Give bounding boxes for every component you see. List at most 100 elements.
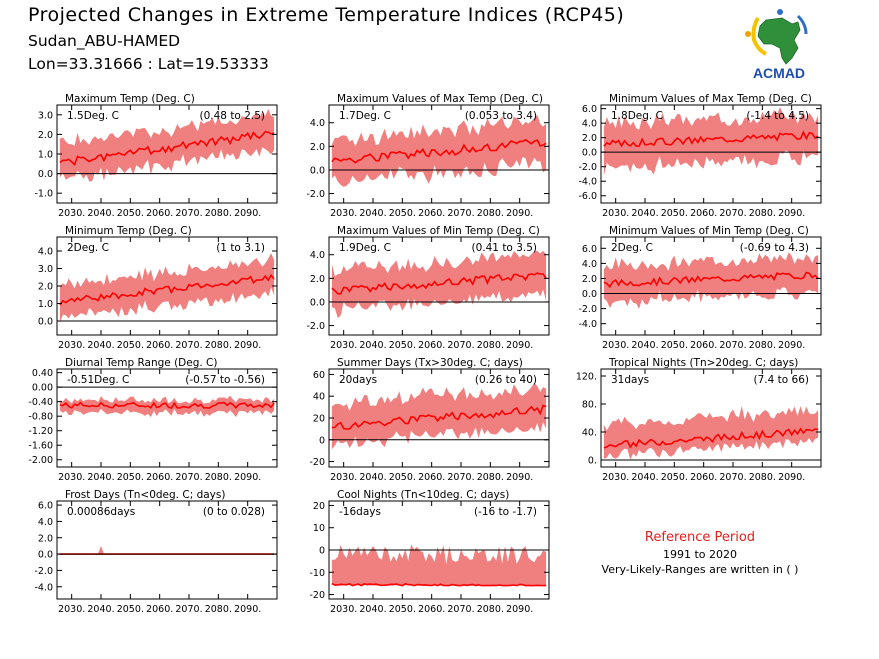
chart-title: Maximum Values of Max Temp (Deg. C): [337, 93, 543, 105]
x-tick-label: 2070.: [447, 604, 474, 615]
x-tick-label: 2050.: [389, 604, 416, 615]
x-tick-label: 2060.: [690, 340, 717, 351]
x-tick-label: 2050.: [389, 472, 416, 483]
y-tick-label: -20: [309, 457, 325, 468]
x-tick-label: 2060.: [418, 604, 445, 615]
x-tick-label: 2080.: [477, 472, 504, 483]
x-tick-label: 2040.: [359, 340, 386, 351]
y-tick-label: 3.0: [38, 110, 53, 121]
y-tick-label: 2.0: [582, 274, 597, 285]
x-tick-label: 2030.: [58, 340, 85, 351]
range-band: [59, 545, 275, 555]
chart-title: Summer Days (Tx>30deg. C; days): [337, 357, 523, 369]
change-summary: 1.7Deg. C: [339, 110, 391, 122]
likely-range: (-0.57 to -0.56): [185, 374, 265, 386]
reference-period-years: 1991 to 2020: [662, 548, 738, 561]
x-tick-label: 2060.: [690, 472, 717, 483]
x-tick-label: 2040.: [359, 208, 386, 219]
y-tick-label: -4.0: [34, 582, 53, 593]
x-tick-label: 2070.: [175, 472, 202, 483]
x-tick-label: 2030.: [602, 472, 629, 483]
x-tick-label: 2070.: [447, 208, 474, 219]
range-band: [331, 114, 547, 187]
x-tick-label: 2070.: [175, 340, 202, 351]
likely-range: (-16 to -1.7): [474, 506, 537, 518]
x-tick-label: 2080.: [205, 472, 232, 483]
chart-title: Minimum Temp (Deg. C): [65, 225, 192, 237]
change-summary: 31days: [611, 374, 649, 386]
median-line: [603, 427, 819, 449]
plot-frame: [56, 500, 278, 600]
y-tick-label: -2.0: [578, 304, 597, 315]
plot-frame: [328, 236, 550, 336]
y-tick-label: -20: [309, 590, 325, 601]
y-tick-label: 4.0: [582, 119, 597, 130]
page-title: Projected Changes in Extreme Temperature…: [28, 4, 625, 26]
x-tick-label: 2090.: [506, 604, 533, 615]
y-tick-label: -0.80: [28, 412, 53, 423]
chart-title: Maximum Values of Min Temp (Deg. C): [337, 225, 540, 237]
y-tick-label: 4.0: [38, 517, 53, 528]
x-tick-label: 2040.: [87, 604, 114, 615]
y-tick-label: 2.0: [38, 282, 53, 293]
y-tick-label: 0.0: [582, 289, 597, 300]
y-tick-label: -1.0: [34, 189, 53, 200]
plot-frame: [600, 368, 822, 468]
acmad-logo: ACMAD: [745, 9, 808, 81]
x-tick-label: 2040.: [631, 472, 658, 483]
change-summary: 2Deg. C: [67, 242, 109, 254]
y-tick-label: 0.0: [38, 550, 53, 561]
plot-frame: [600, 104, 822, 204]
chart-panel: -1.0 0.0 1.0 2.0 3.0 2030. 2040. 2050. 2060. 2070…: [34, 93, 278, 219]
x-tick-label: 2070.: [447, 340, 474, 351]
y-tick-label: 40: [313, 392, 325, 403]
y-tick-label: -1.20: [28, 426, 53, 437]
x-tick-label: 2030.: [58, 472, 85, 483]
x-tick-label: 2040.: [87, 208, 114, 219]
y-tick-label: -2.0: [34, 566, 53, 577]
y-tick-label: 60: [313, 370, 325, 381]
chart-panel: 0. 40. 80. 120. 2030. 2040. 2050. 2060. 2070. 208…: [576, 357, 822, 483]
x-tick-label: 2080.: [477, 208, 504, 219]
x-tick-label: 2050.: [661, 472, 688, 483]
chart-title: Frost Days (Tn<0deg. C; days): [65, 489, 225, 501]
x-tick-label: 2070.: [175, 604, 202, 615]
x-tick-label: 2050.: [389, 208, 416, 219]
y-tick-label: 0: [319, 546, 325, 557]
x-tick-label: 2040.: [87, 472, 114, 483]
x-tick-label: 2030.: [58, 604, 85, 615]
range-band: [59, 108, 275, 182]
range-band: [603, 252, 819, 309]
x-tick-label: 2090.: [506, 340, 533, 351]
likely-range: (-0.69 to 4.3): [740, 242, 809, 254]
y-tick-label: 0.0: [38, 317, 53, 328]
x-tick-label: 2060.: [146, 340, 173, 351]
x-tick-label: 2040.: [87, 340, 114, 351]
x-tick-label: 2040.: [631, 340, 658, 351]
logo-text: ACMAD: [753, 65, 805, 81]
likely-range: (0.053 to 3.4): [465, 110, 537, 122]
range-band: [331, 382, 547, 450]
y-tick-label: 4.0: [310, 118, 325, 129]
chart-panel: -20 0 20 40 60 2030. 2040. 2050. 2060. 2070. 2080.…: [309, 357, 550, 483]
y-tick-label: 4.0: [582, 259, 597, 270]
y-tick-label: -2.00: [28, 455, 53, 466]
y-tick-label: -2.0: [306, 189, 325, 200]
y-tick-label: 2.0: [38, 533, 53, 544]
x-tick-label: 2070.: [175, 208, 202, 219]
y-tick-label: 0.0: [38, 169, 53, 180]
x-tick-label: 2040.: [359, 604, 386, 615]
median-line: [603, 271, 819, 289]
likely-range: (-1.4 to 4.5): [746, 110, 809, 122]
y-tick-label: 0.0: [310, 297, 325, 308]
x-tick-label: 2050.: [117, 340, 144, 351]
y-tick-label: 6.0: [38, 501, 53, 512]
y-tick-label: 0.: [588, 456, 597, 467]
likely-range: (0 to 0.028): [203, 506, 265, 518]
y-tick-label: -0.40: [28, 397, 53, 408]
chart-title: Diurnal Temp Range (Deg. C): [65, 357, 217, 369]
